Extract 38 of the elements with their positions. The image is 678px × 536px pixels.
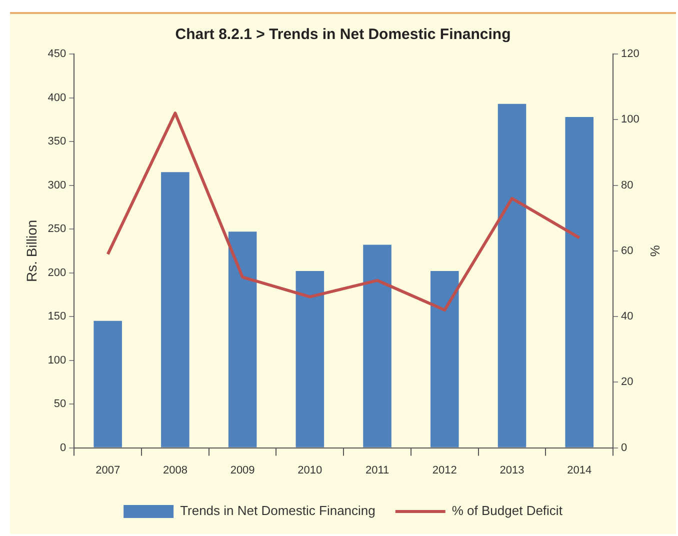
- x-tick-label: 2013: [500, 464, 524, 476]
- y-axis-title: Rs. Billion: [23, 220, 40, 282]
- y-tick-label: 300: [48, 179, 66, 192]
- y-tick-label: 100: [48, 354, 66, 366]
- y2-tick-label: 100: [621, 114, 640, 126]
- legend-label: Trends in Net Domestic Financing: [180, 503, 376, 518]
- x-tick-label: 2014: [567, 464, 592, 476]
- x-tick-label: 2012: [432, 464, 457, 476]
- y-tick-label: 150: [48, 310, 66, 323]
- y-tick-label: 200: [48, 266, 66, 279]
- x-tick-label: 2007: [96, 464, 120, 476]
- bar: [161, 172, 190, 448]
- y-tick-label: 450: [48, 48, 66, 60]
- legend-label: % of Budget Deficit: [452, 503, 563, 518]
- bar: [498, 104, 526, 448]
- y2-tick-label: 0: [621, 442, 628, 454]
- bar: [228, 232, 257, 448]
- y2-tick-label: 20: [621, 376, 634, 388]
- chart-title: Chart 8.2.1 > Trends in Net Domestic Financing: [175, 26, 511, 44]
- x-tick-label: 2010: [298, 464, 322, 476]
- y2-tick-label: 80: [621, 179, 634, 192]
- y-tick-label: 50: [54, 398, 66, 410]
- bar: [565, 117, 594, 448]
- y-tick-label: 250: [48, 223, 66, 236]
- bar: [94, 320, 122, 448]
- bar: [363, 244, 392, 448]
- y2-axis-title: %: [648, 245, 663, 258]
- y-tick-label: 400: [48, 92, 66, 104]
- bar: [296, 271, 324, 448]
- y-tick-label: 350: [48, 136, 66, 148]
- x-tick-label: 2008: [162, 464, 188, 476]
- x-tick-label: 2011: [365, 464, 390, 476]
- y2-tick-label: 60: [621, 244, 634, 257]
- y-tick-label: 0: [60, 442, 66, 454]
- x-tick-label: 2009: [230, 464, 255, 476]
- y2-tick-label: 40: [621, 310, 634, 323]
- bar: [430, 271, 459, 448]
- y2-tick-label: 120: [621, 48, 640, 60]
